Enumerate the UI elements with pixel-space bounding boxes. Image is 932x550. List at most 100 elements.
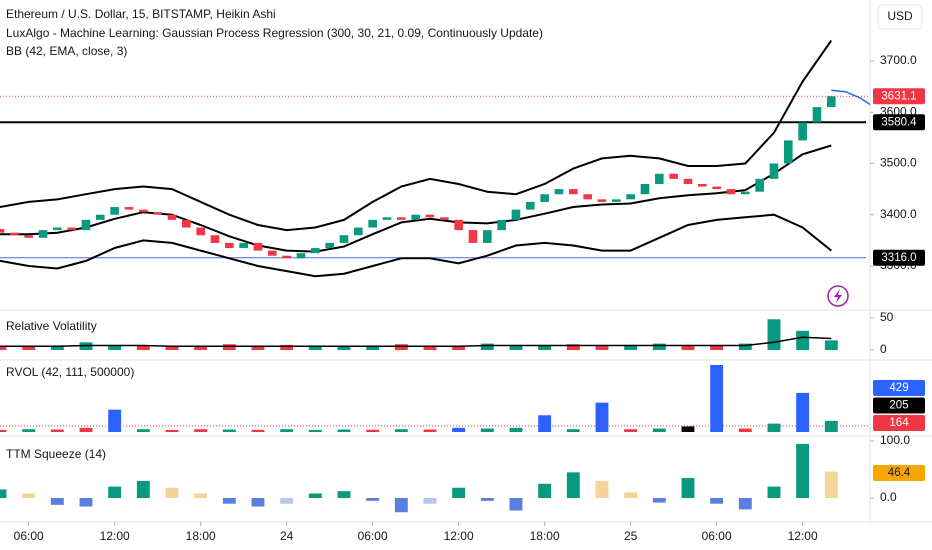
bar [22,346,36,351]
candle-body [225,242,234,249]
value-badge-text: 429 [889,382,908,394]
pane-title: RVOL (42, 111, 500000) [6,365,134,379]
bar [538,483,552,499]
candle-body [597,199,607,202]
bar [394,498,408,513]
chart-title: Ethereum / U.S. Dollar, 15, BITSTAMP, He… [6,7,276,21]
candle-body [0,229,5,233]
x-tick-label: 12:00 [100,529,130,543]
candle-body [96,214,105,220]
bar [222,429,236,432]
candle-body [769,163,779,179]
candle-body [268,250,277,256]
candle-body [497,219,506,231]
x-tick-label: 18:00 [530,529,560,543]
candle-body [626,194,635,200]
button-frame[interactable] [877,4,923,30]
bar [710,498,724,504]
alert-icon[interactable] [827,285,849,307]
bar [738,343,752,351]
bar [222,498,236,504]
level-badge [873,114,925,131]
bar [624,492,638,499]
bar [681,346,695,351]
bar [509,427,523,432]
candle-body [440,217,449,220]
currency[interactable]: USD [887,9,913,23]
candle-body [382,217,392,220]
candle-body [483,230,492,243]
candle-body [640,183,650,195]
bar [566,472,580,499]
bar [796,330,810,351]
band-line [0,144,832,253]
bar [595,480,609,499]
bar [280,429,294,432]
x-tick-label: 12:00 [788,529,818,543]
bar [509,344,523,351]
band-line [0,213,832,278]
bar [366,346,380,351]
bar [796,443,810,499]
candle-body [196,227,205,236]
bar [337,429,351,432]
candle-body [425,214,435,218]
candle-body [583,194,592,200]
bar [738,498,752,510]
candle-body [397,217,406,220]
last-price-badge-text: 3631.1 [881,90,916,102]
candle-body [253,242,263,251]
candle-body [468,230,478,243]
bar [50,498,64,505]
bar [452,345,466,351]
candle-body [38,230,48,238]
bar [480,343,494,351]
candle-body [110,207,119,215]
bar [767,423,781,432]
candle-body [669,173,678,179]
bar [624,429,638,432]
candle-body [167,214,177,220]
candle-body [153,212,162,215]
bar [0,346,7,351]
bar [165,346,179,351]
candle-body [139,209,148,213]
bar [222,344,236,351]
bar [136,480,150,499]
usd-button[interactable]: USD [877,4,923,30]
bar [824,471,838,499]
bar [767,319,781,351]
candle-body [511,209,521,220]
bar [681,426,695,432]
candle-body [612,199,621,202]
y-tick-label: 3700.0 [880,53,917,67]
bar [767,486,781,499]
y-tick-label: 100.0 [880,433,910,447]
icon-circle[interactable] [827,285,849,307]
bar [50,345,64,351]
bar [136,429,150,432]
candle-body [712,186,721,190]
bar [0,429,7,432]
bar [165,429,179,432]
value-badge [873,380,925,396]
bar [681,478,695,499]
bar [710,345,724,351]
bar [566,429,580,432]
x-tick-label: 18:00 [186,529,216,543]
bar [824,340,838,351]
bar [308,346,322,351]
bar [337,491,351,499]
icon-bolt[interactable] [834,289,842,303]
bar [796,392,810,432]
bar [251,498,265,507]
bar [194,429,208,432]
candle-body [10,232,19,236]
value-badge-text: 46.4 [888,467,911,479]
bar [366,429,380,432]
candle-body [411,214,420,220]
bar [194,493,208,499]
value-badge-text: 164 [889,417,909,429]
